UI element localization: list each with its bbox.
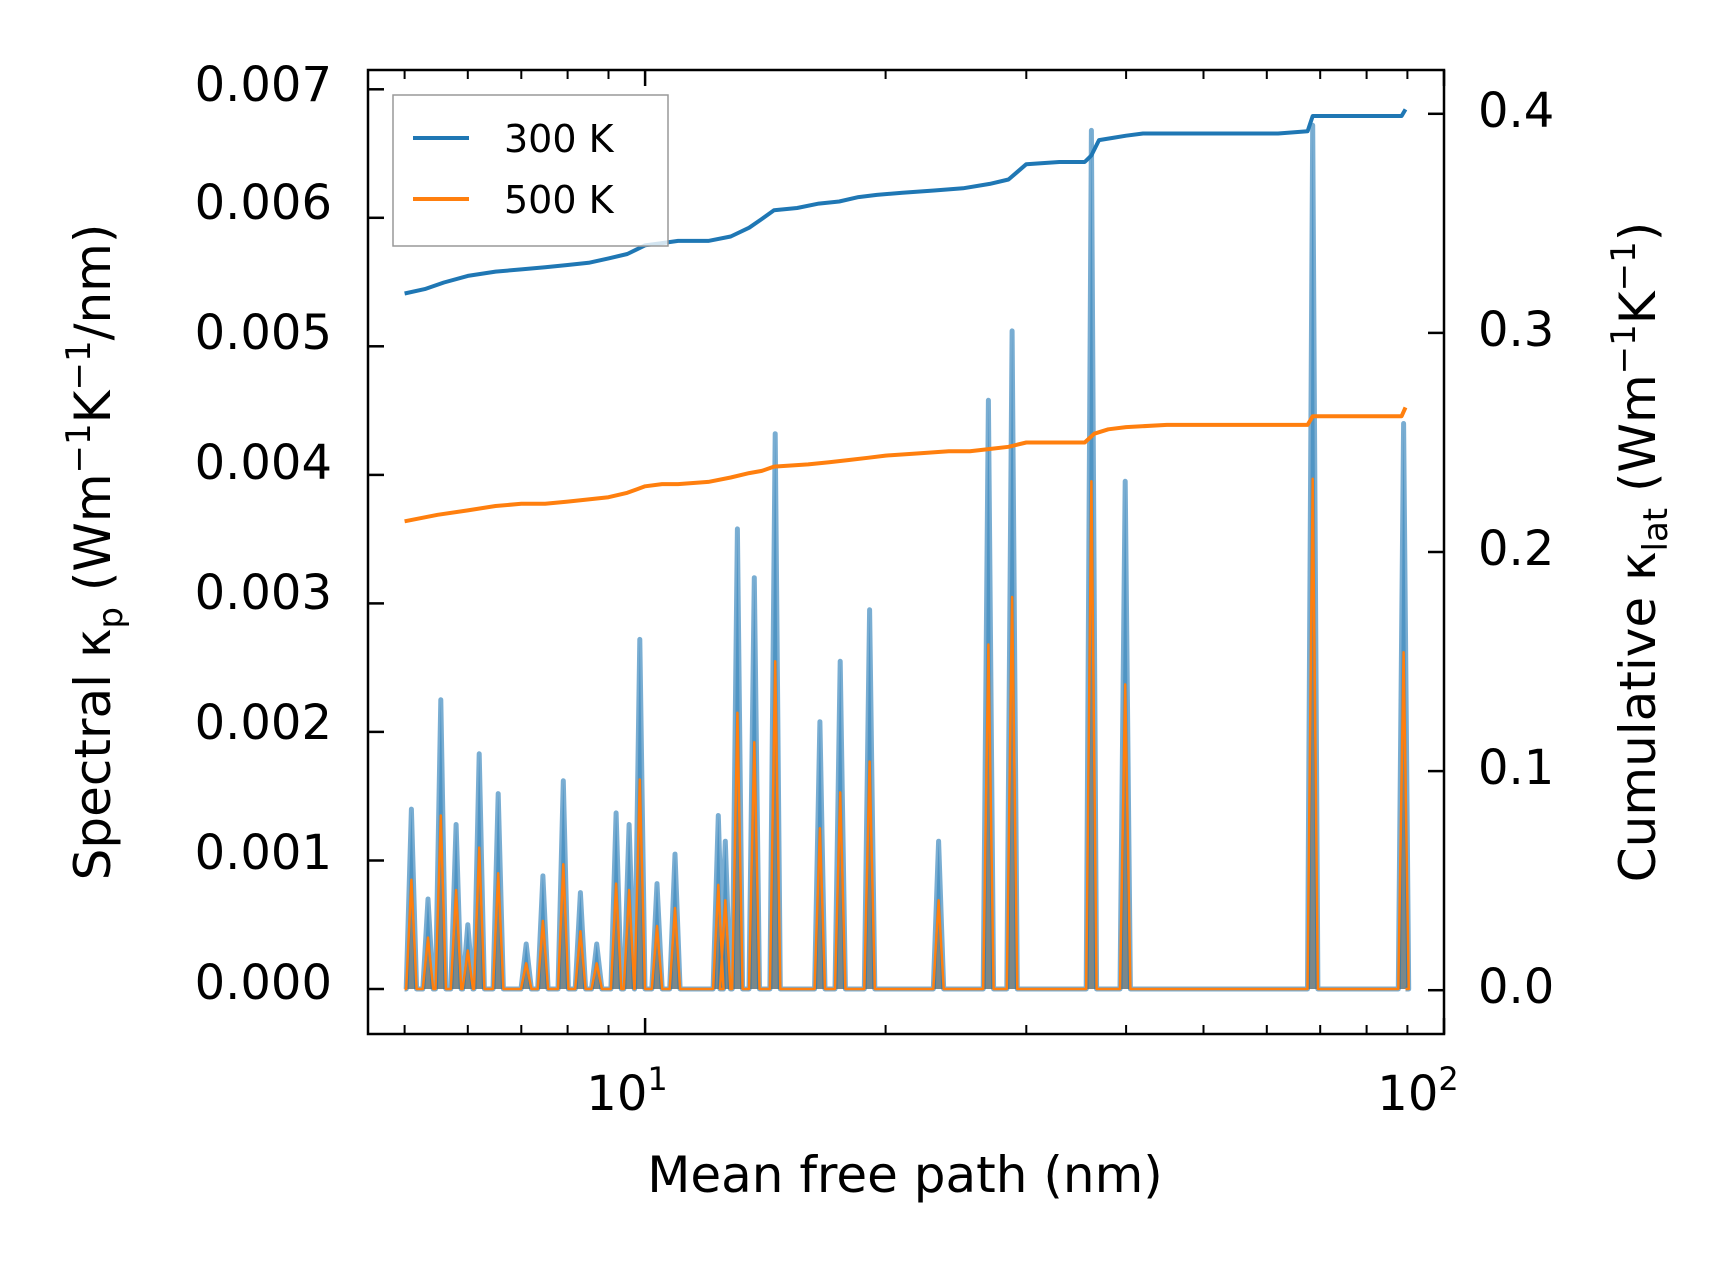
legend-label-500k: 500 K	[504, 178, 615, 222]
cumulative-300k-line	[404, 108, 1408, 296]
series-group	[403, 108, 1412, 992]
y-left-tick-label: 0.003	[195, 565, 332, 621]
legend-label-300k: 300 K	[504, 117, 615, 161]
y-left-tick-label: 0.001	[195, 825, 332, 881]
spectral-500k-line	[404, 477, 1410, 991]
x-tick-label-10: 101	[586, 1060, 667, 1122]
y-left-tick-label: 0.006	[195, 175, 332, 231]
y-left-tick-label: 0.000	[195, 955, 332, 1011]
legend: 300 K 500 K	[392, 94, 669, 247]
y-left-tick-label: 0.004	[195, 435, 332, 491]
y-left-tick-label: 0.007	[195, 57, 332, 113]
legend-box	[392, 94, 669, 247]
cumulative-500k-line	[404, 406, 1408, 524]
y-left-axis-title: Spectral κp (Wm−1K−1/nm)	[59, 224, 131, 881]
y-right-tick-label: 0.2	[1478, 521, 1554, 577]
x-tick-label-100: 102	[1377, 1060, 1458, 1122]
y-left-tick-label: 0.002	[195, 695, 332, 751]
y-right-tick-label: 0.3	[1478, 302, 1554, 358]
y-right-axis-title: Cumulative κlat (Wm−1K−1)	[1604, 222, 1676, 882]
x-axis-title: Mean free path (nm)	[647, 1146, 1163, 1204]
y-right-tick-label: 0.4	[1478, 83, 1554, 139]
y-right-tick-label: 0.1	[1478, 740, 1554, 796]
axis-ticks	[368, 70, 1446, 1034]
y-right-tick-label: 0.0	[1478, 959, 1554, 1015]
y-left-tick-label: 0.005	[195, 305, 332, 361]
